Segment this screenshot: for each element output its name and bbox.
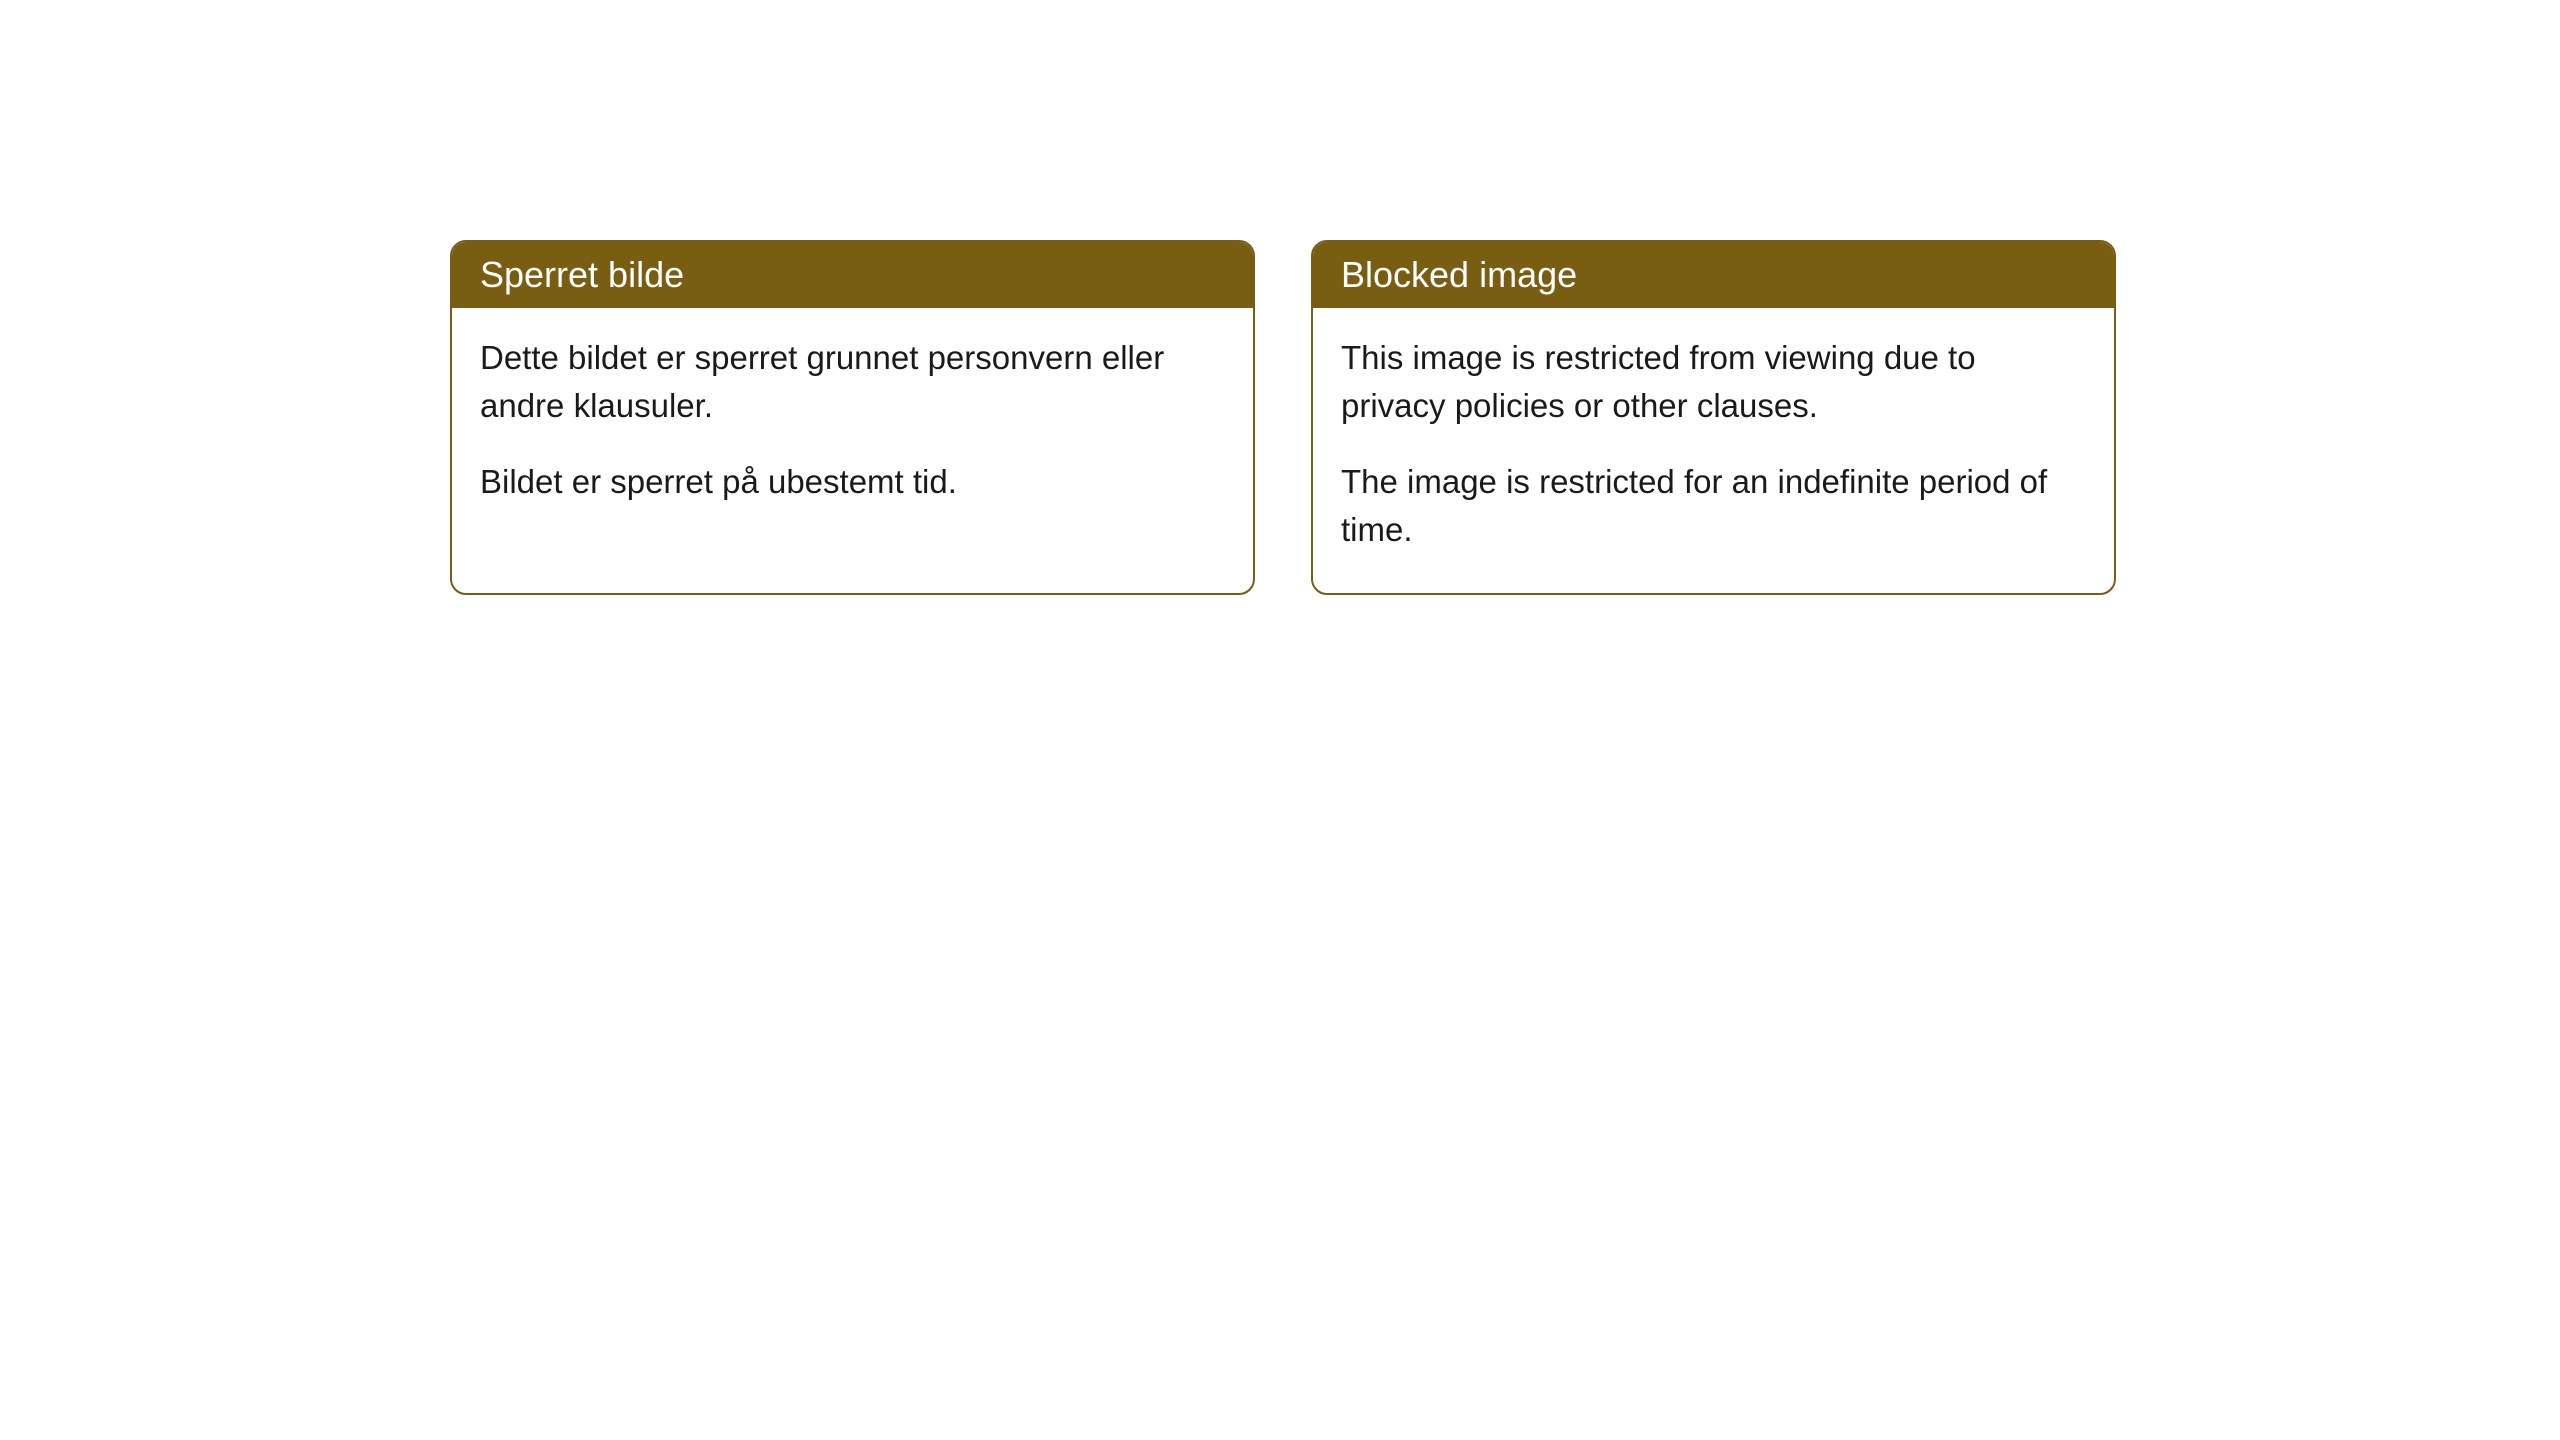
card-paragraph: The image is restricted for an indefinit… <box>1341 458 2086 554</box>
card-body-norwegian: Dette bildet er sperret grunnet personve… <box>452 308 1253 546</box>
card-header-norwegian: Sperret bilde <box>452 242 1253 308</box>
blocked-image-card-norwegian: Sperret bilde Dette bildet er sperret gr… <box>450 240 1255 595</box>
card-paragraph: Dette bildet er sperret grunnet personve… <box>480 334 1225 430</box>
card-title: Blocked image <box>1341 254 1577 295</box>
card-title: Sperret bilde <box>480 254 684 295</box>
blocked-image-card-english: Blocked image This image is restricted f… <box>1311 240 2116 595</box>
card-paragraph: This image is restricted from viewing du… <box>1341 334 2086 430</box>
notice-cards-container: Sperret bilde Dette bildet er sperret gr… <box>0 0 2560 595</box>
card-header-english: Blocked image <box>1313 242 2114 308</box>
card-paragraph: Bildet er sperret på ubestemt tid. <box>480 458 1225 506</box>
card-body-english: This image is restricted from viewing du… <box>1313 308 2114 593</box>
